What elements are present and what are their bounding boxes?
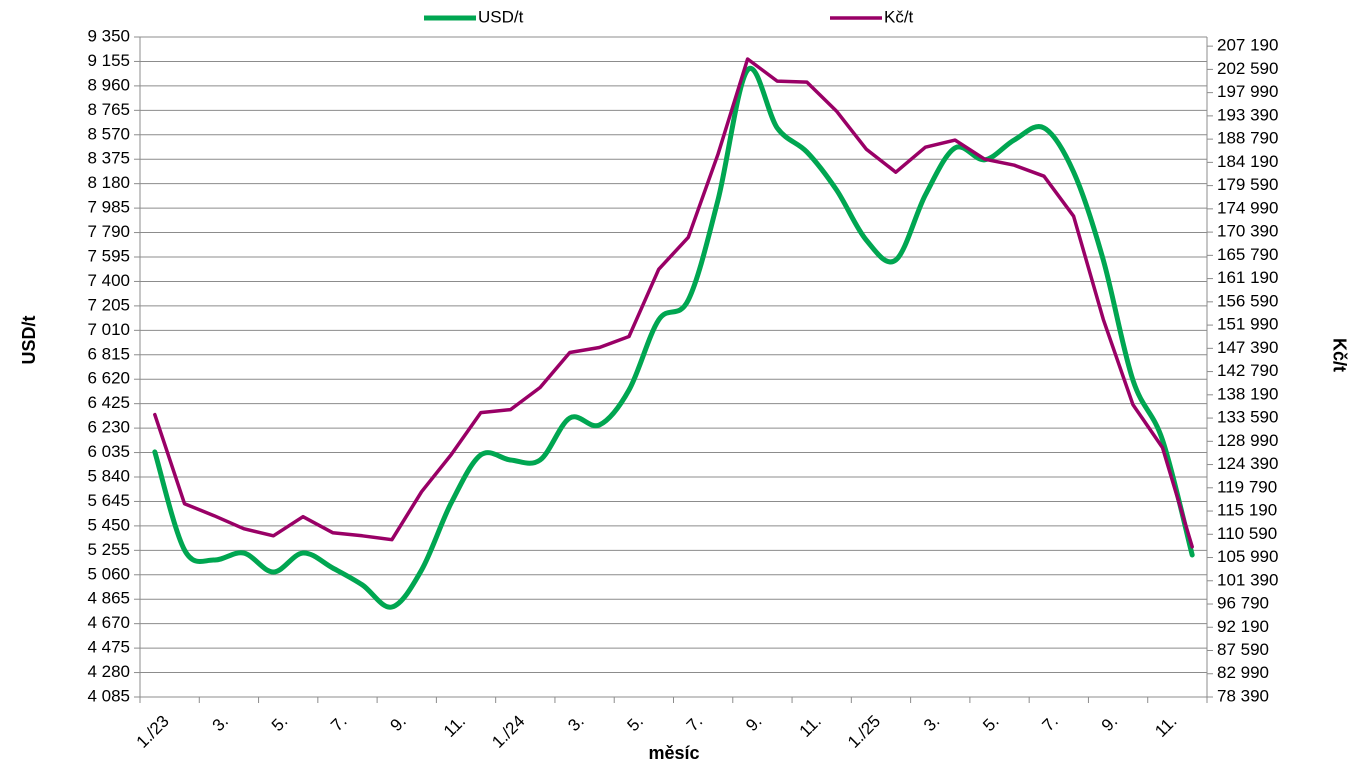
y-tick-label: 4 085 <box>87 686 130 705</box>
y-tick-label: 7 400 <box>87 271 130 290</box>
series-line <box>152 65 1195 610</box>
y-tick-label: 4 280 <box>87 662 130 681</box>
y2-tick-label: 87 590 <box>1217 640 1269 659</box>
y-tick-label: 8 180 <box>87 173 130 192</box>
y2-tick-label: 142 790 <box>1217 361 1278 380</box>
legend-label: USD/t <box>478 7 524 26</box>
y2-tick-label: 101 390 <box>1217 570 1278 589</box>
y2-tick-label: 165 790 <box>1217 245 1278 264</box>
y2-tick-label: 207 190 <box>1217 36 1278 55</box>
y-tick-label: 7 790 <box>87 222 130 241</box>
x-tick-label: 5. <box>624 712 647 735</box>
y2-tick-label: 92 190 <box>1217 617 1269 636</box>
y2-tick-label: 119 790 <box>1217 477 1277 496</box>
y-tick-label: 5 060 <box>87 564 130 583</box>
x-tick-label: 11. <box>796 712 825 741</box>
x-tick-label: 3. <box>209 712 232 735</box>
x-tick-label: 5. <box>268 712 291 735</box>
y-tick-label: 9 350 <box>87 26 130 45</box>
y2-tick-label: 78 390 <box>1217 686 1269 705</box>
x-tick-label: 5. <box>979 712 1002 735</box>
x-tick-label: 9. <box>1098 712 1121 735</box>
y2-axis-title: Kč/t <box>1329 338 1349 372</box>
y-tick-label: 5 255 <box>87 540 130 559</box>
x-tick-label: 1./25 <box>844 712 884 752</box>
y-tick-label: 6 425 <box>87 393 130 412</box>
y2-tick-label: 174 990 <box>1217 198 1278 217</box>
y2-tick-label: 138 190 <box>1217 384 1278 403</box>
x-tick-label: 9. <box>742 712 765 735</box>
y-tick-label: 6 815 <box>87 344 130 363</box>
y-tick-label: 4 670 <box>87 613 130 632</box>
y-tick-label: 8 765 <box>87 100 130 119</box>
y2-tick-label: 115 190 <box>1217 501 1277 520</box>
x-tick-label: 9. <box>386 712 409 735</box>
y2-tick-label: 184 190 <box>1217 152 1278 171</box>
y2-tick-label: 82 990 <box>1217 663 1269 682</box>
x-tick-label: 7. <box>683 712 706 735</box>
y-tick-label: 7 985 <box>87 198 130 217</box>
y2-tick-label: 133 590 <box>1217 408 1278 427</box>
y2-tick-label: 147 390 <box>1217 338 1278 357</box>
y2-tick-label: 128 990 <box>1217 431 1278 450</box>
y2-tick-label: 110 590 <box>1217 524 1277 543</box>
y2-tick-label: 193 390 <box>1217 105 1278 124</box>
y2-tick-label: 170 390 <box>1217 222 1278 241</box>
y-tick-label: 7 595 <box>87 246 130 265</box>
x-tick-label: 11. <box>440 712 469 741</box>
series-line <box>153 57 1194 549</box>
y2-tick-label: 179 590 <box>1217 175 1278 194</box>
y-tick-label: 5 840 <box>87 466 130 485</box>
x-tick-label: 3. <box>920 712 943 735</box>
y-tick-label: 8 570 <box>87 124 130 143</box>
y2-tick-label: 151 990 <box>1217 315 1278 334</box>
y2-tick-label: 197 990 <box>1217 82 1278 101</box>
x-tick-label: 3. <box>564 712 587 735</box>
y-tick-label: 9 155 <box>87 51 130 70</box>
y-tick-label: 4 475 <box>87 638 130 657</box>
y-tick-label: 7 205 <box>87 295 130 314</box>
x-tick-label: 1./23 <box>133 712 173 752</box>
y-tick-label: 8 960 <box>87 75 130 94</box>
x-tick-label: 11. <box>1151 712 1180 741</box>
y-tick-label: 8 375 <box>87 149 130 168</box>
y-tick-label: 7 010 <box>87 320 130 339</box>
y2-tick-label: 202 590 <box>1217 59 1278 78</box>
x-tick-label: 1./24 <box>488 712 528 752</box>
y-tick-label: 5 450 <box>87 515 130 534</box>
y2-tick-label: 105 990 <box>1217 547 1278 566</box>
y2-tick-label: 124 390 <box>1217 454 1278 473</box>
x-tick-label: 7. <box>327 712 350 735</box>
y-tick-label: 5 645 <box>87 491 130 510</box>
y2-tick-label: 156 590 <box>1217 291 1278 310</box>
y2-tick-label: 188 790 <box>1217 129 1278 148</box>
y-tick-label: 6 035 <box>87 442 130 461</box>
y-tick-label: 4 865 <box>87 589 130 608</box>
legend-label: Kč/t <box>884 7 914 26</box>
y-tick-label: 6 230 <box>87 418 130 437</box>
y-tick-label: 6 620 <box>87 369 130 388</box>
x-tick-label: 7. <box>1039 712 1062 735</box>
y2-tick-label: 161 190 <box>1217 268 1278 287</box>
y2-tick-label: 96 790 <box>1217 594 1269 613</box>
y-axis-title: USD/t <box>19 315 39 364</box>
x-axis-title: měsíc <box>648 743 699 763</box>
